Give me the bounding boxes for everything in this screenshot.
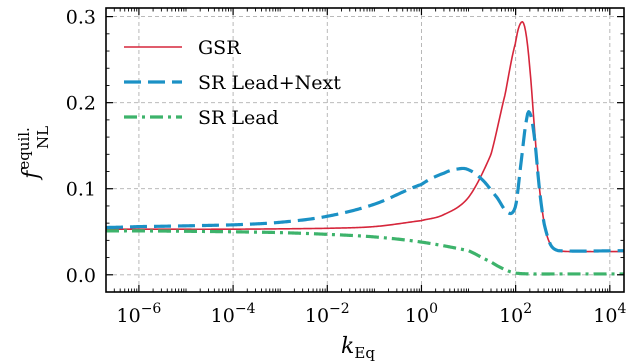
x-tick-label: 10−4	[211, 301, 256, 327]
series-layer	[105, 20, 625, 276]
ticks: 10−6 10−4 10−2 100 102 104 0.0 0.1 0.2 0.3	[66, 7, 627, 327]
y-tick-label: 0.2	[66, 93, 96, 115]
legend: GSR SR Lead+Next SR Lead	[124, 37, 341, 129]
x-tick-label: 10−6	[117, 301, 162, 327]
legend-label: SR Lead	[198, 107, 279, 129]
legend-label: GSR	[198, 37, 241, 59]
x-tick-label: 102	[499, 301, 532, 327]
y-axis-label: fequil. NL	[15, 126, 52, 181]
x-tick-label: 104	[593, 301, 626, 327]
y-tick-label: 0.0	[66, 265, 96, 287]
series-line-3	[105, 229, 625, 276]
svg-text:NL: NL	[34, 126, 52, 149]
y-tick-label: 0.3	[66, 7, 96, 29]
legend-label: SR Lead+Next	[198, 72, 341, 94]
grid	[106, 8, 624, 292]
y-tick-label: 0.1	[66, 179, 96, 201]
plot-frame	[105, 7, 625, 293]
x-tick-label: 100	[405, 301, 438, 327]
x-axis-label: kEq	[341, 334, 375, 362]
x-tick-label: 10−2	[305, 301, 350, 327]
series-line-2	[105, 110, 625, 253]
series-line-1	[106, 20, 624, 253]
